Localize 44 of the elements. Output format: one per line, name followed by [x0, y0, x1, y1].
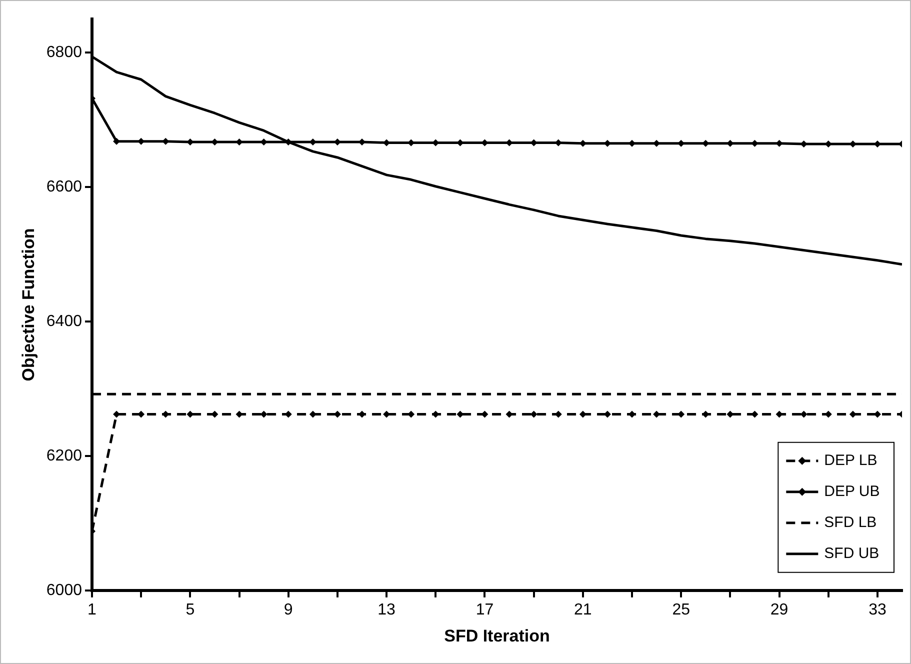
legend-label: DEP UB — [824, 483, 880, 500]
x-tick-label: 9 — [284, 601, 293, 618]
point — [186, 138, 194, 146]
point — [260, 410, 268, 418]
point — [800, 410, 808, 418]
y-tick-label: 6400 — [46, 312, 82, 330]
y-tick-label: 6800 — [46, 44, 82, 62]
x-tick-label: 1 — [88, 601, 97, 618]
x-tick-label: 5 — [186, 601, 195, 618]
point — [309, 410, 316, 418]
x-tick-label: 33 — [868, 601, 886, 618]
point — [776, 140, 783, 147]
point — [702, 140, 710, 147]
y-axis-title: Objective Function — [18, 228, 38, 382]
y-tick-label: 6200 — [46, 447, 82, 464]
x-tick-label: 29 — [770, 601, 788, 618]
point — [800, 140, 808, 148]
legend-label: SFD UB — [824, 545, 880, 562]
point — [751, 140, 758, 147]
y-tick-label: 6600 — [46, 178, 82, 196]
point — [236, 138, 243, 146]
x-axis-title: SFD Iteration — [444, 626, 550, 646]
legend-label: DEP LB — [824, 452, 878, 470]
point — [284, 138, 292, 146]
point — [628, 140, 636, 147]
point — [849, 410, 856, 418]
legend-label: SFD LB — [824, 514, 877, 532]
point — [628, 410, 636, 418]
point — [726, 140, 734, 147]
x-tick-label: 13 — [378, 601, 396, 618]
point — [260, 138, 268, 146]
point — [579, 410, 586, 418]
point — [678, 140, 685, 147]
y-tick-label: 6000 — [46, 582, 82, 599]
point — [138, 138, 145, 145]
x-tick-label: 21 — [574, 601, 592, 618]
point — [408, 410, 415, 418]
x-tick-label: 17 — [476, 601, 494, 618]
point — [138, 410, 145, 418]
point — [678, 410, 685, 418]
point — [162, 138, 170, 145]
point — [211, 138, 218, 146]
x-tick-label: 25 — [672, 601, 690, 618]
point — [530, 410, 538, 418]
